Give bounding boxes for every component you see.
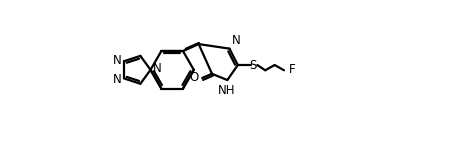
Text: S: S	[249, 59, 256, 72]
Text: N: N	[112, 73, 121, 86]
Text: N: N	[153, 62, 161, 75]
Text: F: F	[288, 63, 295, 76]
Text: N: N	[232, 34, 240, 47]
Text: NH: NH	[218, 84, 235, 97]
Text: O: O	[189, 71, 198, 84]
Text: N: N	[112, 54, 121, 67]
